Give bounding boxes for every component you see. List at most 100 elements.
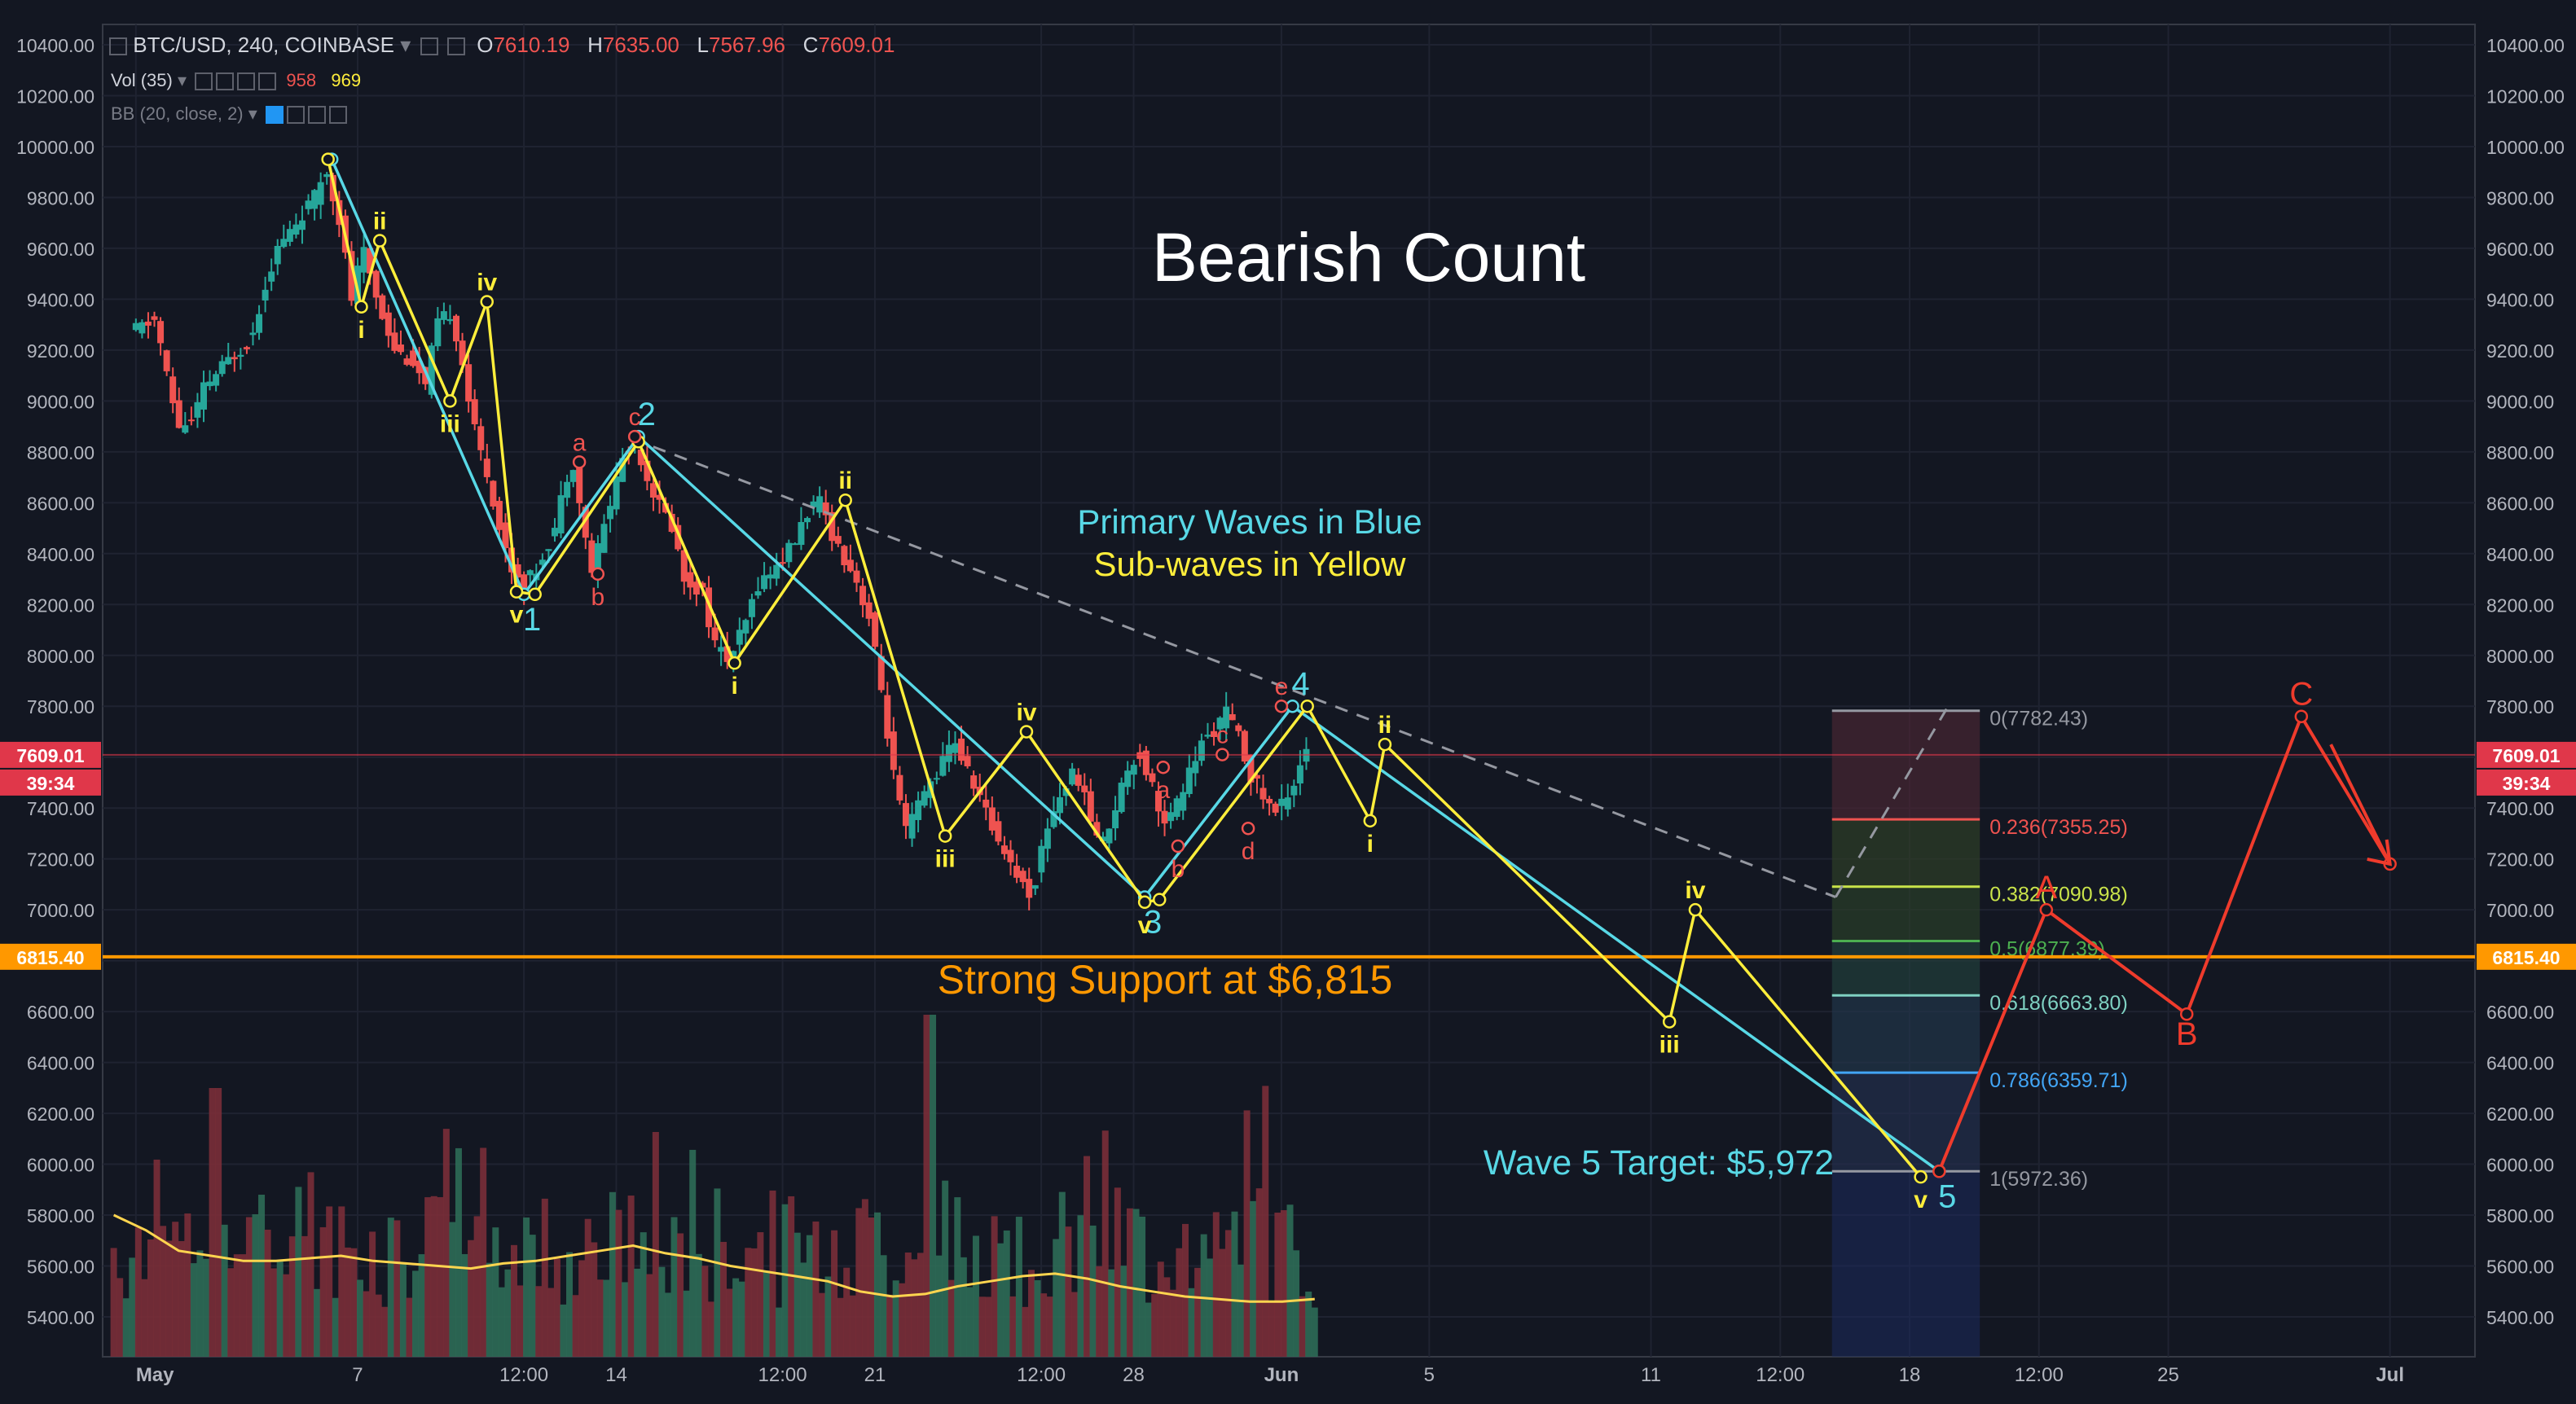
candle-body xyxy=(908,814,916,839)
collapse-icon[interactable] xyxy=(109,37,127,56)
close-icon[interactable] xyxy=(328,106,347,125)
add-icon[interactable] xyxy=(237,72,256,91)
candle-body xyxy=(218,361,226,375)
volume-bar xyxy=(455,1147,462,1357)
candle-body xyxy=(1216,717,1224,730)
chevron-down-icon[interactable]: ▾ xyxy=(248,103,257,124)
volume-bar xyxy=(1169,1289,1176,1357)
candle-body xyxy=(803,518,811,523)
y-tick-label-right: 9000.00 xyxy=(2486,391,2554,412)
volume-bar xyxy=(240,1254,247,1357)
volume-bar xyxy=(147,1239,154,1357)
candle-body xyxy=(569,470,577,482)
bb-label[interactable]: BB (20, close, 2) xyxy=(111,103,244,124)
symbol-name[interactable]: BTC/USD, 240, COINBASE xyxy=(133,33,394,57)
candle-body xyxy=(231,357,238,360)
wave-label: b xyxy=(591,584,604,611)
volume-bar xyxy=(1070,1292,1078,1357)
volume-bar xyxy=(1311,1307,1318,1357)
candle-body xyxy=(785,542,793,563)
volume-bar xyxy=(1237,1264,1245,1357)
volume-bar xyxy=(1188,1288,1195,1357)
eye-icon[interactable] xyxy=(195,72,213,91)
volume-bar xyxy=(652,1132,659,1357)
candle-body xyxy=(988,807,996,831)
volume-bar xyxy=(178,1240,185,1357)
symbol-legend[interactable]: BTC/USD, 240, COINBASE ▾ O7610.19 H7635.… xyxy=(106,33,895,58)
volume-bar xyxy=(165,1240,173,1357)
volume-bar xyxy=(923,1015,930,1357)
volume-bar xyxy=(430,1196,437,1357)
fib-zone xyxy=(1831,1073,1980,1172)
candle-body xyxy=(853,570,860,583)
candle-body xyxy=(748,599,755,617)
chevron-down-icon[interactable]: ▾ xyxy=(177,70,187,90)
volume-bar xyxy=(726,1288,733,1357)
candle-body xyxy=(952,743,959,753)
volume-bar xyxy=(1139,1216,1146,1357)
settings-icon[interactable] xyxy=(446,37,465,56)
wave-point xyxy=(1156,760,1171,774)
volume-bar xyxy=(412,1270,420,1357)
close-icon[interactable] xyxy=(258,72,277,91)
candle-body xyxy=(200,382,207,410)
candle-body xyxy=(1161,810,1168,824)
bb-legend[interactable]: BB (20, close, 2) ▾ xyxy=(111,103,347,125)
volume-bar xyxy=(363,1291,370,1357)
candle-body xyxy=(915,800,922,820)
wave-point xyxy=(627,429,642,444)
volume-bar xyxy=(541,1198,548,1357)
candle-body xyxy=(896,774,903,801)
volume-bar xyxy=(1046,1297,1053,1357)
settings-icon[interactable] xyxy=(286,106,305,125)
candle-body xyxy=(859,586,867,606)
candle-body xyxy=(268,271,275,282)
y-tick-label-left: 9800.00 xyxy=(27,187,95,208)
wave-label: 4 xyxy=(1291,666,1309,702)
wave-label: 5 xyxy=(1938,1178,1956,1214)
volume-bar xyxy=(824,1276,832,1357)
y-tick-label-left: 9600.00 xyxy=(27,239,95,260)
volume-legend[interactable]: Vol (35) ▾ 958 969 xyxy=(111,70,361,91)
candle-body xyxy=(1173,798,1180,817)
chevron-down-icon[interactable]: ▾ xyxy=(400,33,411,57)
volume-bar xyxy=(1250,1200,1257,1357)
low-value: 7567.96 xyxy=(709,33,785,57)
candle-body xyxy=(1050,811,1057,827)
volume-bar xyxy=(468,1239,475,1357)
volume-bar xyxy=(301,1235,308,1357)
volume-bar xyxy=(160,1226,167,1357)
volume-bar xyxy=(1028,1270,1035,1357)
volume-label[interactable]: Vol (35) xyxy=(111,70,173,90)
candle-body xyxy=(514,564,521,578)
y-tick-label-left: 8200.00 xyxy=(27,595,95,616)
volume-bar xyxy=(997,1243,1004,1357)
wave-point xyxy=(838,493,852,507)
candle-body xyxy=(508,547,516,573)
candle-body xyxy=(477,426,485,450)
wave-point xyxy=(1171,839,1185,853)
volume-bar xyxy=(776,1307,783,1357)
candle-body xyxy=(298,220,306,230)
candle-body xyxy=(194,401,201,418)
volume-bar xyxy=(1096,1266,1103,1357)
eye-icon[interactable] xyxy=(420,37,438,56)
candle-body xyxy=(1031,884,1039,889)
volume-bar xyxy=(750,1248,758,1357)
wave-point xyxy=(1914,1169,1928,1184)
volume-bar xyxy=(689,1149,697,1357)
wave-label: d xyxy=(1242,838,1255,865)
candle-body xyxy=(440,311,447,320)
volume-bar xyxy=(326,1206,333,1357)
eye-icon[interactable] xyxy=(265,106,284,125)
add-icon[interactable] xyxy=(307,106,326,125)
volume-bar xyxy=(203,1258,210,1357)
candle-body xyxy=(637,450,644,466)
countdown-badge-right xyxy=(2477,769,2576,796)
volume-bar xyxy=(861,1199,868,1357)
candle-body xyxy=(151,316,158,320)
volume-bar xyxy=(369,1231,376,1357)
settings-icon[interactable] xyxy=(216,72,235,91)
volume-bar xyxy=(855,1208,863,1357)
